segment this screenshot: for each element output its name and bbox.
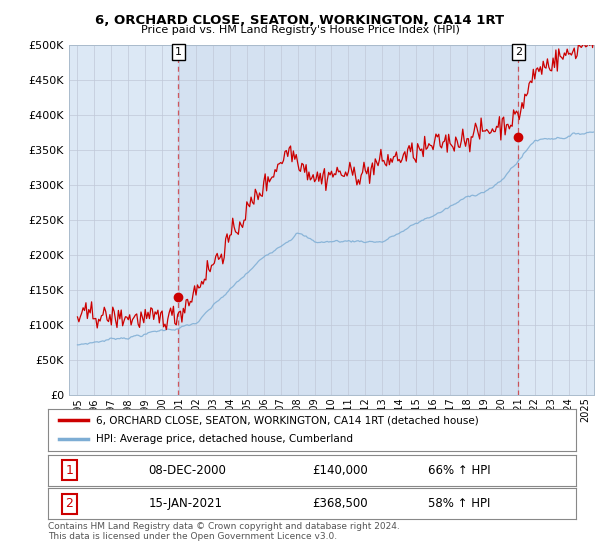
Bar (178, 45, 518, 395)
Text: 15-JAN-2021: 15-JAN-2021 (148, 497, 223, 510)
Text: 2: 2 (515, 47, 522, 57)
Text: 66% ↑ HPI: 66% ↑ HPI (428, 464, 491, 477)
Text: 08-DEC-2000: 08-DEC-2000 (148, 464, 226, 477)
Text: HPI: Average price, detached house, Cumberland: HPI: Average price, detached house, Cumb… (95, 435, 353, 445)
Text: 6, ORCHARD CLOSE, SEATON, WORKINGTON, CA14 1RT: 6, ORCHARD CLOSE, SEATON, WORKINGTON, CA… (95, 14, 505, 27)
Text: 6, ORCHARD CLOSE, SEATON, WORKINGTON, CA14 1RT (detached house): 6, ORCHARD CLOSE, SEATON, WORKINGTON, CA… (95, 415, 478, 425)
Text: Contains HM Land Registry data © Crown copyright and database right 2024.
This d: Contains HM Land Registry data © Crown c… (48, 522, 400, 542)
Text: 1: 1 (175, 47, 182, 57)
Text: 2: 2 (65, 497, 73, 510)
Text: £140,000: £140,000 (312, 464, 368, 477)
Text: £368,500: £368,500 (312, 497, 368, 510)
Text: Price paid vs. HM Land Registry's House Price Index (HPI): Price paid vs. HM Land Registry's House … (140, 25, 460, 35)
Text: 1: 1 (65, 464, 73, 477)
Text: 58% ↑ HPI: 58% ↑ HPI (428, 497, 491, 510)
